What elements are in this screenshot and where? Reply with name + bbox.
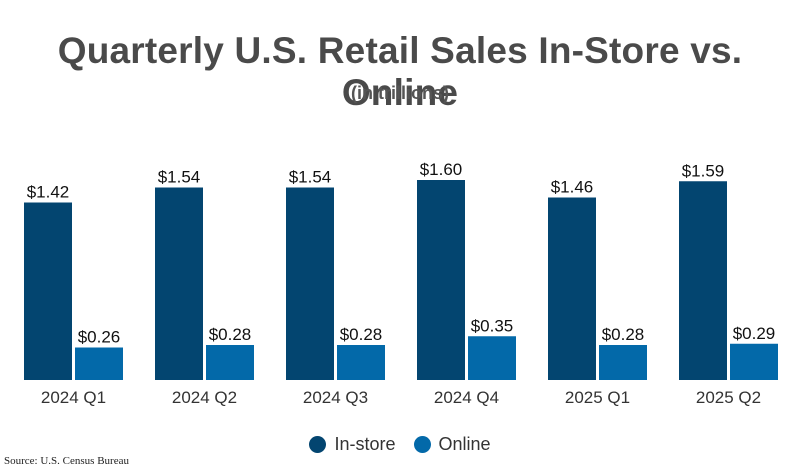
legend-swatch-online [413,436,431,453]
bar-online-2024-q2 [206,345,254,380]
legend-swatch-in-store [309,436,327,453]
bar-online-2025-q1 [599,345,647,380]
legend-label-online: Online [438,434,491,454]
bar-in-store-2025-q2 [679,181,727,380]
bar-in-store-2024-q1 [24,202,72,380]
bar-in-store-2024-q4 [417,180,465,380]
bar-in-store-2024-q3 [286,187,334,380]
bar-online-2025-q2 [730,343,778,380]
data-label-in-store-2025-q1: $1.46 [551,178,594,197]
bar-online-2024-q1 [75,347,123,380]
x-tick-label: 2024 Q3 [303,388,368,407]
data-label-online-2025-q1: $0.28 [602,325,645,344]
x-tick-label: 2025 Q1 [565,388,630,407]
x-tick-label: 2024 Q4 [434,388,499,407]
data-label-online-2025-q2: $0.29 [733,324,776,343]
data-label-online-2024-q1: $0.26 [78,328,121,347]
bar-online-2024-q3 [337,345,385,380]
data-label-in-store-2024-q1: $1.42 [27,183,70,202]
bar-in-store-2024-q2 [155,187,203,380]
x-tick-label: 2025 Q2 [696,388,761,407]
data-label-in-store-2025-q2: $1.59 [682,161,725,180]
x-tick-label: 2024 Q1 [41,388,106,407]
source-note: Source: U.S. Census Bureau [4,455,129,467]
chart-subtitle: (in trillions) [351,83,449,103]
data-label-in-store-2024-q2: $1.54 [158,168,201,187]
x-tick-label: 2024 Q2 [172,388,237,407]
data-label-in-store-2024-q3: $1.54 [289,168,332,187]
data-label-online-2024-q3: $0.28 [340,325,383,344]
chart-title: Quarterly U.S. Retail Sales In-Store vs.… [57,30,743,113]
legend-item-in-store: In-store [309,434,396,455]
bar-in-store-2025-q1 [548,197,596,380]
bar-chart: $1.42 $0.26 2024 Q1 $1.54 $0.28 2024 Q2 $1.54 $… [24,160,778,407]
data-label-in-store-2024-q4: $1.60 [420,160,463,179]
data-label-online-2024-q2: $0.28 [209,325,252,344]
data-label-online-2024-q4: $0.35 [471,316,514,335]
legend: In-store Online [0,434,800,455]
legend-label-in-store: In-store [334,434,396,454]
bar-online-2024-q4 [468,336,516,380]
legend-item-online: Online [413,434,491,455]
